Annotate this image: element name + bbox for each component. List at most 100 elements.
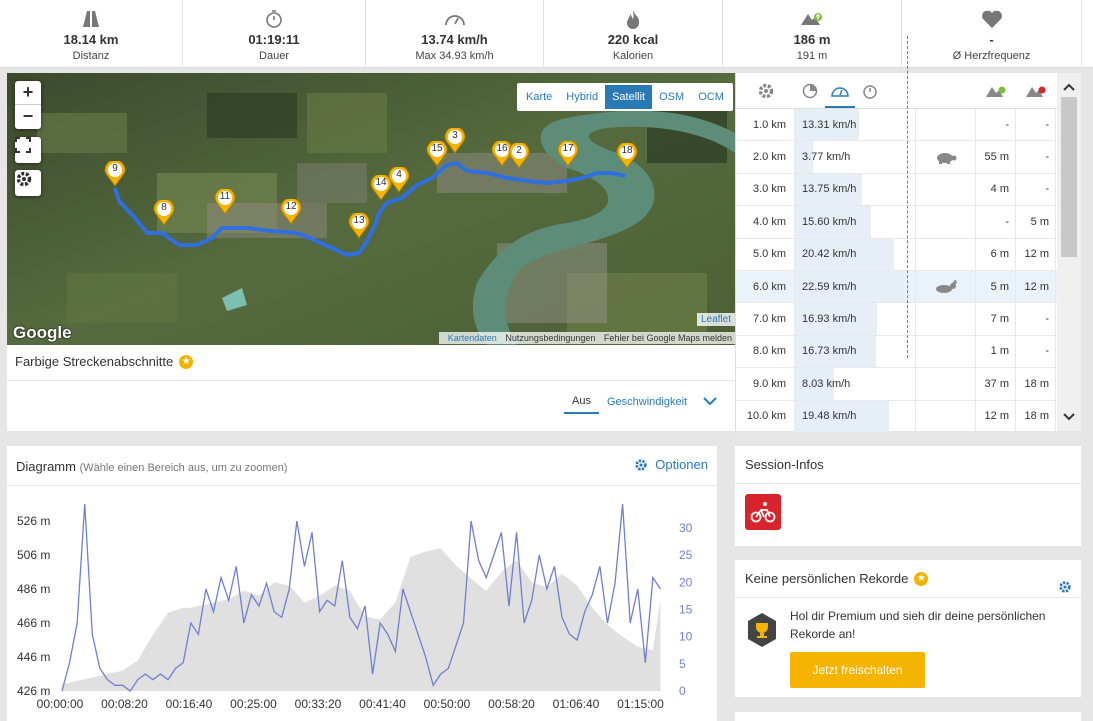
- split-ascent: 37 m: [976, 368, 1016, 400]
- split-speed: 15.60 km/h: [795, 206, 916, 238]
- route-marker[interactable]: 3: [444, 128, 466, 154]
- split-row[interactable]: 7.0 km 16.93 km/h 7 m -: [736, 303, 1081, 336]
- kartendaten-link[interactable]: Kartendaten: [447, 333, 497, 343]
- route-marker[interactable]: 14: [370, 175, 392, 201]
- route-marker[interactable]: 2: [508, 143, 530, 169]
- zoom-out-button[interactable]: −: [22, 106, 34, 126]
- split-row[interactable]: 9.0 km 8.03 km/h 37 m 18 m: [736, 368, 1081, 401]
- split-indicator: [916, 206, 976, 238]
- split-descent: -: [1016, 109, 1056, 141]
- route-marker[interactable]: 13: [348, 213, 370, 239]
- diagram-options-button[interactable]: Optionen: [634, 457, 708, 472]
- scroll-down-icon[interactable]: [1057, 407, 1081, 427]
- split-row[interactable]: 5.0 km 20.42 km/h 6 m 12 m: [736, 238, 1081, 271]
- stat-value: 186 m: [793, 32, 831, 47]
- time-tab[interactable]: [855, 73, 885, 108]
- y-right-tick-label: 20: [679, 575, 693, 589]
- terms-link[interactable]: Nutzungsbedingungen: [505, 333, 596, 343]
- splits-scrollbar[interactable]: [1057, 73, 1081, 431]
- route-marker[interactable]: 17: [557, 141, 579, 167]
- speedometer-icon: [831, 86, 849, 97]
- split-speed: 8.03 km/h: [795, 368, 916, 400]
- route-marker[interactable]: 15: [426, 141, 448, 167]
- route-marker[interactable]: 8: [153, 200, 175, 226]
- report-error-link[interactable]: Fehler bei Google Maps melden: [603, 333, 732, 343]
- layer-karte[interactable]: Karte: [526, 91, 553, 103]
- route-marker[interactable]: 11: [214, 189, 236, 215]
- split-descent: 18 m: [1016, 368, 1056, 400]
- split-row[interactable]: 6.0 km 22.59 km/h 5 m 12 m: [736, 270, 1081, 304]
- splits-settings-button[interactable]: [736, 73, 795, 108]
- divider: [7, 380, 735, 381]
- tab-aus[interactable]: Aus: [564, 390, 599, 414]
- heart-icon: [981, 9, 1003, 29]
- pie-tab[interactable]: [795, 73, 825, 108]
- fullscreen-icon: [15, 137, 31, 153]
- stat-label: Ø Herzfrequenz: [952, 50, 1031, 62]
- rabbit-icon: [935, 279, 957, 293]
- split-row[interactable]: 8.0 km 16.73 km/h 1 m -: [736, 335, 1081, 369]
- map-view[interactable]: 9 8 11 12 13 14 4 15 3 16 2 17 18 + − Karte Hybrid S…: [7, 73, 735, 345]
- tab-geschwindigkeit[interactable]: Geschwindigkeit: [606, 396, 688, 408]
- split-ascent: 5 m: [976, 270, 1016, 303]
- split-row[interactable]: 10.0 km 19.48 km/h 12 m 18 m: [736, 400, 1081, 433]
- split-descent: 12 m: [1016, 238, 1056, 270]
- route-marker[interactable]: 4: [388, 167, 410, 193]
- premium-text: Hol dir Premium und sieh dir deine persö…: [790, 609, 1046, 641]
- speed-line: [61, 503, 662, 692]
- gear-icon[interactable]: [1058, 571, 1072, 609]
- stat-distance: 18.14 km Distanz: [0, 0, 183, 68]
- route-marker[interactable]: 9: [104, 161, 126, 187]
- elevation-speed-chart[interactable]: 526 m 506 m 486 m 466 m 446 m 426 m 30 25 20 15 10…: [7, 486, 717, 721]
- turtle-icon: [936, 153, 956, 165]
- diagram-title-text: Diagramm: [16, 459, 76, 474]
- layer-ocm[interactable]: OCM: [698, 91, 724, 103]
- map-settings-button[interactable]: [15, 170, 41, 196]
- zoom-in-button[interactable]: +: [15, 81, 41, 105]
- route-marker[interactable]: 12: [280, 199, 302, 225]
- stopwatch-icon: [863, 84, 877, 99]
- scrollbar-thumb[interactable]: [1061, 97, 1077, 257]
- split-km: 7.0 km: [736, 303, 795, 335]
- speed-tab[interactable]: [825, 73, 855, 108]
- header-spacer: [885, 73, 976, 108]
- elevation-up-icon: [986, 86, 1006, 97]
- splits-body: 1.0 km 13.31 km/h - - 2.0 km 3.77 km/h 5…: [736, 109, 1081, 433]
- layer-osm[interactable]: OSM: [659, 91, 685, 103]
- leaflet-link[interactable]: Leaflet: [696, 313, 735, 326]
- fullscreen-button[interactable]: [15, 137, 41, 163]
- cycling-icon: [745, 494, 781, 530]
- split-indicator: [916, 270, 976, 303]
- split-speed: 16.73 km/h: [795, 335, 916, 368]
- route-marker[interactable]: 18: [616, 143, 638, 169]
- layer-hybrid[interactable]: Hybrid: [566, 91, 599, 103]
- session-info-title: Session-Infos: [735, 446, 1081, 484]
- route-marker[interactable]: 16: [491, 141, 513, 167]
- layer-satellit[interactable]: Satellit: [605, 85, 653, 109]
- stat-value: -: [989, 32, 994, 47]
- split-speed: 19.48 km/h: [795, 400, 916, 432]
- y-left-tick-label: 506 m: [17, 548, 50, 562]
- split-row[interactable]: 2.0 km 3.77 km/h 55 m -: [736, 141, 1081, 174]
- split-row[interactable]: 1.0 km 13.31 km/h - -: [736, 109, 1081, 142]
- diagram-title: Diagramm (Wähle einen Bereich aus, um zu…: [16, 459, 287, 474]
- split-ascent: 12 m: [976, 400, 1016, 432]
- road-icon: [82, 9, 100, 29]
- split-km: 5.0 km: [736, 238, 795, 270]
- gear-icon: [16, 171, 32, 187]
- split-ascent: -: [976, 206, 1016, 238]
- stat-elevation: 186 m 191 m: [723, 0, 902, 68]
- split-km: 3.0 km: [736, 173, 795, 206]
- split-row[interactable]: 3.0 km 13.75 km/h 4 m -: [736, 173, 1081, 207]
- stat-heartrate: - Ø Herzfrequenz: [902, 0, 1082, 68]
- colored-segments-title: Farbige Streckenabschnitte ★: [15, 354, 194, 369]
- zoom-control: + −: [15, 81, 41, 129]
- segment-color-tabs: Aus Geschwindigkeit: [564, 390, 717, 414]
- chevron-down-icon[interactable]: [703, 396, 717, 409]
- unlock-button[interactable]: Jetzt freischalten: [790, 652, 925, 688]
- split-row[interactable]: 4.0 km 15.60 km/h - 5 m: [736, 206, 1081, 239]
- split-indicator: [916, 303, 976, 335]
- scroll-up-icon[interactable]: [1057, 77, 1081, 97]
- split-indicator: [916, 238, 976, 270]
- split-speed: 3.77 km/h: [795, 141, 916, 173]
